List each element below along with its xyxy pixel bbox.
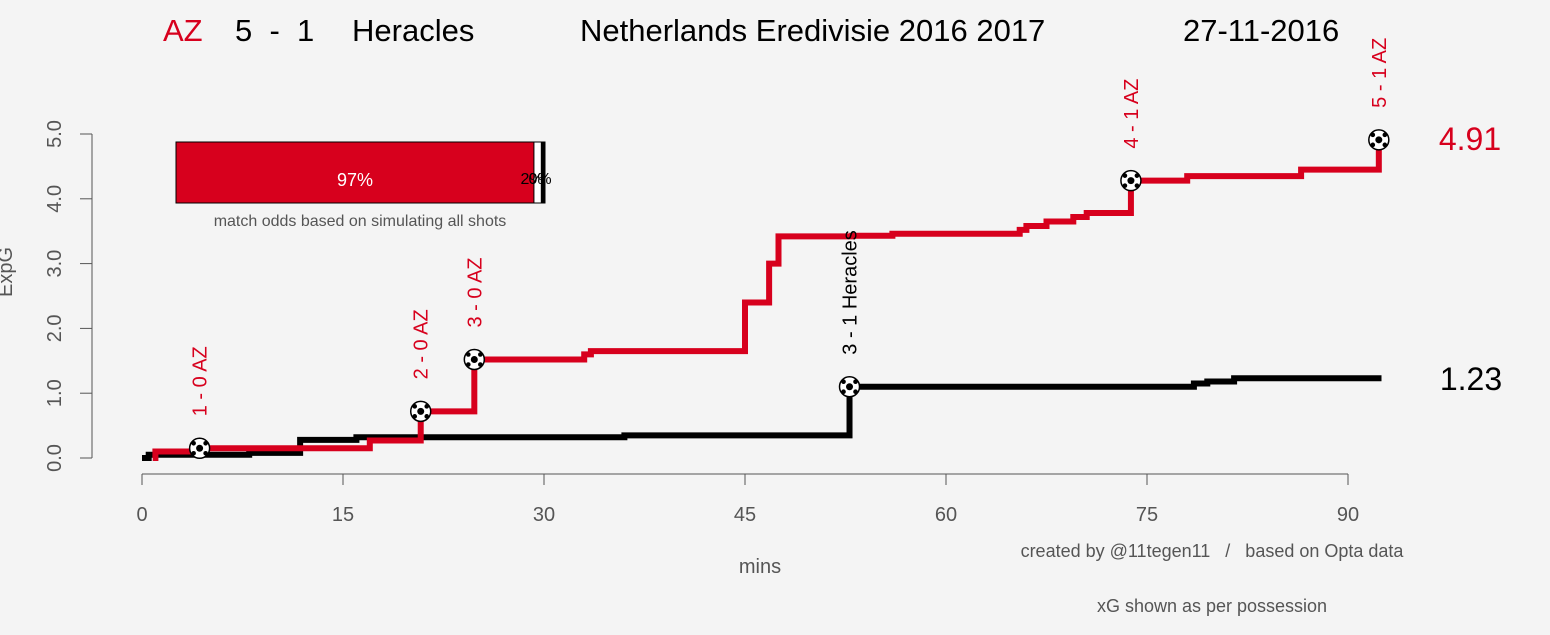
x-tick-label: 45 xyxy=(734,504,756,526)
credits-text: created by @11tegen11 / based on Opta da… xyxy=(1021,541,1405,561)
series-line-az xyxy=(152,139,1385,461)
odds-away-label: 0% xyxy=(528,171,551,188)
odds-caption: match odds based on simulating all shots xyxy=(214,213,507,230)
goal-ball-icon xyxy=(1120,169,1142,192)
possession-note: xG shown as per possession xyxy=(1097,596,1327,616)
goal-label: 3 - 0 AZ xyxy=(464,257,486,327)
goal-ball-icon xyxy=(188,437,211,460)
final-xg-home: 4.91 xyxy=(1439,121,1501,157)
x-tick-label: 90 xyxy=(1337,504,1359,526)
y-tick-label: 2.0 xyxy=(44,314,66,342)
axes: 0 15 30 45 60 75 90 0.0 1.0 2.0 3.0 4.0 5.0 xyxy=(44,120,1359,526)
series-line-heracles xyxy=(142,375,1382,461)
x-tick-label: 0 xyxy=(136,504,147,526)
x-axis-title: mins xyxy=(739,556,781,578)
y-tick-label: 5.0 xyxy=(44,120,66,148)
x-tick-label: 75 xyxy=(1136,504,1158,526)
match-date: 27-11-2016 xyxy=(1183,13,1339,48)
final-xg-away: 1.23 xyxy=(1440,361,1502,397)
x-tick-label: 30 xyxy=(533,504,555,526)
x-tick-label: 15 xyxy=(332,504,354,526)
goal-ball-icon xyxy=(1368,129,1390,151)
y-tick-label: 4.0 xyxy=(44,185,66,213)
odds-home-label: 97% xyxy=(337,170,373,190)
odds-bar-home xyxy=(176,142,534,203)
goal-ball-icon xyxy=(463,348,486,371)
match-odds-box: 97% 2% 0% match odds based on simulating… xyxy=(175,141,552,230)
odds-bar-away xyxy=(541,142,545,203)
goal-markers: 1 - 0 AZ 2 - 0 AZ 3 - 0 AZ 3 - 1 Heracles 4 … xyxy=(188,38,1391,460)
odds-box-frame xyxy=(175,141,546,204)
series-layer xyxy=(142,139,1385,461)
goal-label: 3 - 1 Heracles xyxy=(840,230,862,355)
y-tick-label: 0.0 xyxy=(44,444,66,472)
goal-label: 2 - 0 AZ xyxy=(411,309,433,379)
home-team-name: AZ xyxy=(163,13,203,48)
odds-draw-label: 2% xyxy=(520,171,543,188)
goal-label: 1 - 0 AZ xyxy=(190,346,212,416)
match-score: 5 - 1 xyxy=(235,13,314,48)
y-axis-title: ExpG xyxy=(0,247,17,297)
goal-label: 5 - 1 AZ xyxy=(1369,38,1391,108)
y-tick-label: 3.0 xyxy=(44,250,66,278)
goal-ball-icon xyxy=(838,375,861,398)
y-tick-label: 1.0 xyxy=(44,379,66,407)
x-tick-label: 60 xyxy=(935,504,957,526)
competition-title: Netherlands Eredivisie 2016 2017 xyxy=(580,13,1045,48)
goal-label: 4 - 1 AZ xyxy=(1121,79,1143,149)
goal-ball-icon xyxy=(409,400,432,423)
away-team-name: Heracles xyxy=(352,13,474,48)
